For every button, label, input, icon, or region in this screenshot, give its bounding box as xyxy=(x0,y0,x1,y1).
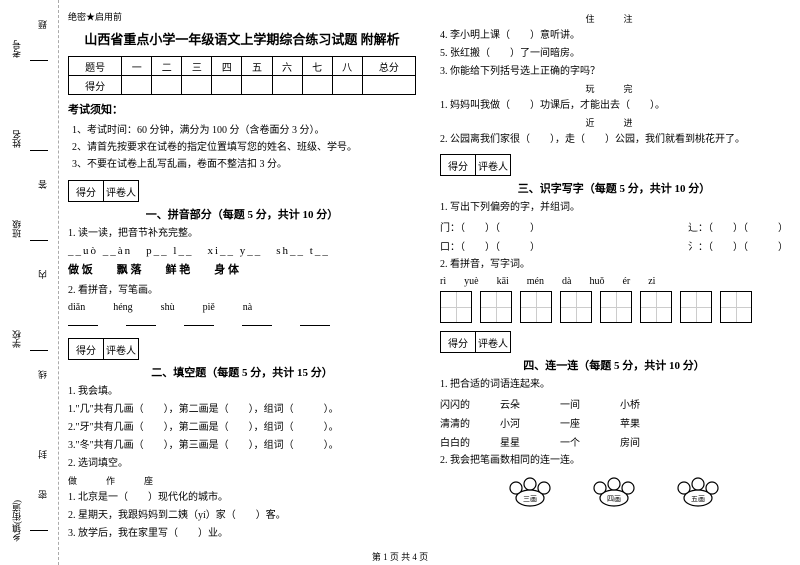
bind-line xyxy=(30,350,48,351)
flower-icon: 四画 xyxy=(586,476,642,512)
match-row: 白白的 星星 一个 房间 xyxy=(440,434,788,449)
bind-label: 学校 xyxy=(10,330,23,348)
tianzige-cell xyxy=(680,291,712,323)
hanzi-choice: 近 进 xyxy=(440,116,788,129)
pinyin-blanks: __uò __àn p__ l__ xi__ y__ sh__ t__ xyxy=(68,245,416,257)
tianzige-row xyxy=(440,291,788,323)
score-h: 四 xyxy=(212,57,242,76)
score-h: 题号 xyxy=(69,57,122,76)
secret-label: 绝密★启用前 xyxy=(68,10,416,23)
score-h: 八 xyxy=(332,57,362,76)
tianzige-cell xyxy=(560,291,592,323)
r-line: 2. 公园离我们家很（ ），走（ ）公园，我们就看到桃花开了。 xyxy=(440,132,788,147)
bind-label: 乡镇(街道) xyxy=(10,500,23,542)
pinyin-row-2: rì yuè kāi mén dà huǒ ér zi xyxy=(440,276,788,287)
svg-text:三画: 三画 xyxy=(523,495,537,503)
score-row-label: 得分 xyxy=(69,76,122,95)
tianzige-cell xyxy=(520,291,552,323)
page-footer: 第 1 页 共 4 页 xyxy=(0,550,800,563)
left-column: 绝密★启用前 山西省重点小学一年级语文上学期综合练习试题 附解析 题号 一 二 … xyxy=(68,10,416,550)
page-title: 山西省重点小学一年级语文上学期综合练习试题 附解析 xyxy=(68,29,416,48)
hanzi-choice: 玩 完 xyxy=(440,82,788,95)
bind-label: 考号 xyxy=(10,40,23,58)
section-3-title: 三、识字写字（每题 5 分，共计 10 分） xyxy=(440,180,788,196)
q2-line: 3."冬"共有几画（ ），第三画是（ ），组词（ ）。 xyxy=(68,438,416,453)
r-line: 5. 张红搬（ ）了一间暗房。 xyxy=(440,46,788,61)
score-h: 七 xyxy=(302,57,332,76)
score-h: 总分 xyxy=(362,57,415,76)
score-h: 一 xyxy=(122,57,152,76)
tianzige-cell xyxy=(720,291,752,323)
score-h: 三 xyxy=(182,57,212,76)
scorebox: 得分 评卷人 xyxy=(440,331,511,353)
bind-line xyxy=(30,530,48,531)
hanzi-choice: 住 注 xyxy=(440,12,788,25)
q1-1: 1. 读一读，把音节补充完整。 xyxy=(68,226,416,241)
flower-icon: 三画 xyxy=(502,476,558,512)
hanzi-choice: 做 作 座 xyxy=(68,474,416,487)
flower-row: 三画 四画 五画 xyxy=(440,476,788,512)
q2-2: 2. 选词填空。 xyxy=(68,456,416,471)
bind-line xyxy=(30,240,48,241)
inner-label: 答 xyxy=(36,180,49,189)
radical-row: 门：（ ）（ ） 辶：（ ）（ ） xyxy=(440,219,788,234)
bind-line xyxy=(30,150,48,151)
r-line: 4. 李小明上课（ ）意听讲。 xyxy=(440,28,788,43)
bind-label: 班级 xyxy=(10,220,23,238)
scorebox-b: 评卷人 xyxy=(104,181,138,201)
q2-s: 3. 放学后，我在家里写（ ）业。 xyxy=(68,526,416,541)
score-h: 二 xyxy=(152,57,182,76)
match-row: 闪闪的 云朵 一间 小桥 xyxy=(440,396,788,411)
q3-2: 2. 看拼音，写字词。 xyxy=(440,257,788,272)
tianzige-cell xyxy=(480,291,512,323)
tianzige-cell xyxy=(440,291,472,323)
notice-heading: 考试须知： xyxy=(68,101,416,117)
scorebox: 得分 评卷人 xyxy=(68,180,139,202)
radical-row: 口：（ ）（ ） 氵：（ ）（ ） xyxy=(440,238,788,253)
svg-text:四画: 四画 xyxy=(607,495,621,503)
notice-item: 2、请首先按要求在试卷的指定位置填写您的姓名、班级、学号。 xyxy=(72,138,416,153)
tianzige-cell xyxy=(640,291,672,323)
bind-line xyxy=(30,60,48,61)
inner-label: 线 xyxy=(36,370,49,379)
scorebox: 得分 评卷人 xyxy=(68,338,139,360)
r-line: 1. 妈妈叫我做（ ）功课后，才能出去（ ）。 xyxy=(440,98,788,113)
write-lines xyxy=(68,315,416,326)
q4-1: 1. 把合适的词语连起来。 xyxy=(440,377,788,392)
q3-1: 1. 写出下列偏旁的字，并组词。 xyxy=(440,200,788,215)
scorebox-a: 得分 xyxy=(69,181,104,201)
q2-line: 1."几"共有几画（ ），第二画是（ ），组词（ ）。 xyxy=(68,402,416,417)
q2-3: 3. 你能给下列括号选上正确的字吗？ xyxy=(440,64,788,79)
notice-item: 3、不要在试卷上乱写乱画，卷面不整洁扣 3 分。 xyxy=(72,155,416,170)
right-column: 住 注 4. 李小明上课（ ）意听讲。 5. 张红搬（ ）了一间暗房。 3. 你… xyxy=(440,10,788,550)
binding-column: 考号 姓名 班级 学校 乡镇(街道) 题 答 内 线 封 密 xyxy=(0,0,59,565)
q2-line: 2."牙"共有几画（ ），第二画是（ ），组词（ ）。 xyxy=(68,420,416,435)
notice-item: 1、考试时间：60 分钟，满分为 100 分（含卷面分 3 分）。 xyxy=(72,121,416,136)
tianzige-cell xyxy=(600,291,632,323)
q2-s: 2. 星期天，我跟妈妈到二姨（yí）家（ ）客。 xyxy=(68,508,416,523)
section-4-title: 四、连一连（每题 5 分，共计 10 分） xyxy=(440,357,788,373)
score-table: 题号 一 二 三 四 五 六 七 八 总分 得分 xyxy=(68,56,416,95)
flower-icon: 五画 xyxy=(670,476,726,512)
inner-label: 题 xyxy=(36,20,49,29)
section-2-title: 二、填空题（每题 5 分，共计 15 分） xyxy=(68,364,416,380)
score-h: 五 xyxy=(242,57,272,76)
q2-1: 1. 我会填。 xyxy=(68,384,416,399)
section-1-title: 一、拼音部分（每题 5 分，共计 10 分） xyxy=(68,206,416,222)
bind-label: 姓名 xyxy=(10,130,23,148)
scorebox: 得分 评卷人 xyxy=(440,154,511,176)
q1-2: 2. 看拼音，写笔画。 xyxy=(68,283,416,298)
q2-s: 1. 北京是一（ ）现代化的城市。 xyxy=(68,490,416,505)
notice-list: 1、考试时间：60 分钟，满分为 100 分（含卷面分 3 分）。 2、请首先按… xyxy=(68,121,416,170)
svg-text:五画: 五画 xyxy=(691,495,705,503)
page-body: 绝密★启用前 山西省重点小学一年级语文上学期综合练习试题 附解析 题号 一 二 … xyxy=(68,10,788,550)
inner-label: 内 xyxy=(36,270,49,279)
word-row: 做 饭 飘 落 鲜 艳 身 体 xyxy=(68,261,416,277)
score-h: 六 xyxy=(272,57,302,76)
inner-label: 封 xyxy=(36,450,49,459)
pinyin-row: diǎn héng shù piě nà xyxy=(68,302,416,313)
q4-2: 2. 我会把笔画数相同的连一连。 xyxy=(440,453,788,468)
inner-label: 密 xyxy=(36,490,49,499)
match-row: 清清的 小河 一座 苹果 xyxy=(440,415,788,430)
